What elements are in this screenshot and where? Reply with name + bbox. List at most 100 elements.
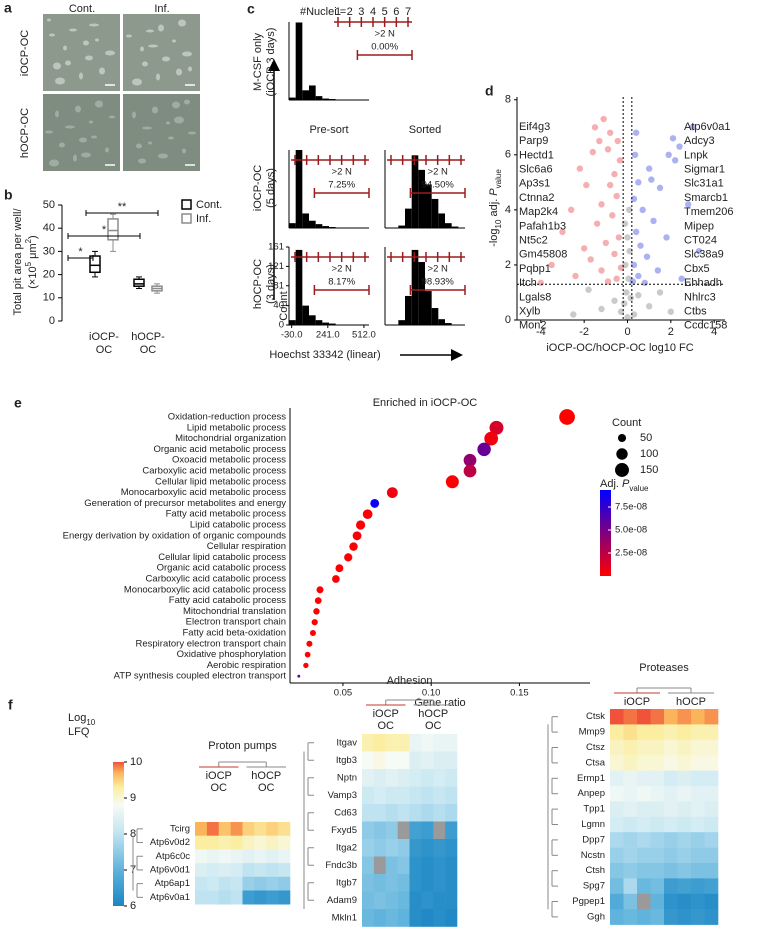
y-axis-title-part: (×10 [27, 266, 39, 288]
legend-swatch [181, 199, 192, 210]
point [537, 279, 545, 287]
heatmap-cell [397, 856, 410, 875]
point [630, 311, 638, 318]
histogram-bar [302, 90, 309, 100]
y-tick-label: Mitochondrial translation [183, 606, 286, 617]
heatmap-cell [610, 724, 624, 741]
point [650, 217, 657, 225]
point [593, 220, 601, 227]
point [598, 267, 605, 274]
gene-label: Parp9 [519, 135, 548, 147]
point [667, 308, 675, 315]
gene-label: Ccdc158 [684, 320, 727, 332]
heatmap-cell [254, 890, 267, 905]
dot [559, 409, 575, 425]
cell-blob [89, 23, 99, 27]
gene-label: Ctbs [684, 306, 707, 318]
heatmap-cell [409, 891, 422, 910]
y-tick-label: 20 [43, 269, 55, 281]
heatmap-cell [409, 734, 422, 752]
cell-blob [65, 125, 75, 129]
row-label: Pgpep1 [572, 896, 605, 907]
heatmap-cell [610, 816, 624, 833]
point [635, 272, 642, 280]
heatmap-cell [650, 786, 665, 802]
heatmap-cell [610, 770, 624, 787]
row-label: Ctsh [585, 865, 605, 876]
heatmap-cell [677, 847, 692, 864]
cell-blob [158, 153, 168, 159]
gate-percent: 94.50% [422, 180, 455, 191]
heatmap-cell [691, 739, 705, 756]
legend-title-part: Adj. [600, 478, 622, 490]
dot [349, 542, 358, 551]
cell-blob [99, 67, 105, 75]
heatmap-cell [195, 835, 208, 850]
heatmap-cell [664, 863, 678, 879]
histogram-bar [322, 98, 329, 100]
dot [484, 431, 499, 446]
point [695, 247, 703, 255]
gate-percent: 98.93% [422, 277, 455, 288]
heatmap-cell [433, 856, 446, 875]
y-tick-label: Fatty acid catabolic process [169, 595, 286, 606]
nuclei-title: #Nuclei = [300, 6, 346, 18]
cell-blob [81, 152, 91, 158]
heatmap-cell [650, 770, 665, 787]
cell-blob [95, 38, 99, 42]
panel-letter: d [485, 83, 494, 99]
heatmap-cell [650, 847, 665, 864]
heatmap-cell [397, 839, 410, 857]
cell-blob [63, 45, 67, 51]
heatmap-cell [704, 863, 719, 879]
row-label: Fxyd5 [331, 825, 357, 836]
y-tick-label: 40 [273, 300, 284, 311]
histogram-bar [295, 150, 303, 228]
y-tick-label: Electron transport chain [186, 617, 286, 628]
x-tick-label: 512.0 [352, 330, 376, 341]
heatmap-cell [677, 816, 692, 833]
heatmap-cell [230, 822, 243, 836]
nuclei-number: 3 [358, 6, 364, 18]
point [600, 115, 607, 123]
gene-label: CT024 [684, 235, 717, 247]
heatmap-cell [664, 770, 678, 787]
row-label: Atp6v0a1 [150, 892, 190, 903]
heatmap-cell [623, 724, 638, 741]
heatmap-cell [445, 874, 458, 892]
cell-blob [148, 141, 152, 145]
y-tick-label: Lipid metabolic process [187, 422, 287, 433]
histogram-bar [451, 226, 459, 228]
gene-label: Nhlrc3 [684, 291, 716, 303]
gene-label: Map2k4 [519, 206, 558, 218]
y-tick-label: Carboxylic acid catabolic process [146, 574, 287, 585]
point [639, 206, 646, 214]
heatmap-cell [218, 822, 231, 836]
row-label: Atp6ap1 [155, 878, 190, 889]
legend-title: Count [612, 417, 641, 429]
heatmap-cell [385, 734, 398, 752]
heatmap-cell [218, 890, 231, 905]
point [665, 151, 672, 159]
heatmap-cell [664, 893, 678, 910]
gene-label: Nt5c2 [519, 235, 548, 247]
group-label: hOCP [251, 770, 281, 782]
row-label: Lgmn [581, 819, 605, 830]
group-label: iOCP [206, 770, 232, 782]
missing-cell [433, 821, 446, 840]
heatmap-cell [704, 816, 719, 833]
colorbar-label: 9 [130, 792, 136, 804]
point [572, 272, 579, 280]
gate-percent: 0.00% [371, 42, 398, 53]
cell-blob [59, 142, 65, 148]
cell-blob [75, 105, 81, 113]
x-tick-label: 0 [624, 326, 630, 338]
row-label: Ncstn [581, 850, 605, 861]
histogram-bar [398, 225, 405, 228]
group-label: OC [258, 782, 275, 794]
heatmap-title: Proteases [639, 662, 689, 674]
cell-blob [158, 24, 164, 32]
x-tick-label: -4 [536, 326, 546, 338]
nuclei-number: 7 [405, 6, 411, 18]
heatmap-cell [664, 909, 678, 925]
